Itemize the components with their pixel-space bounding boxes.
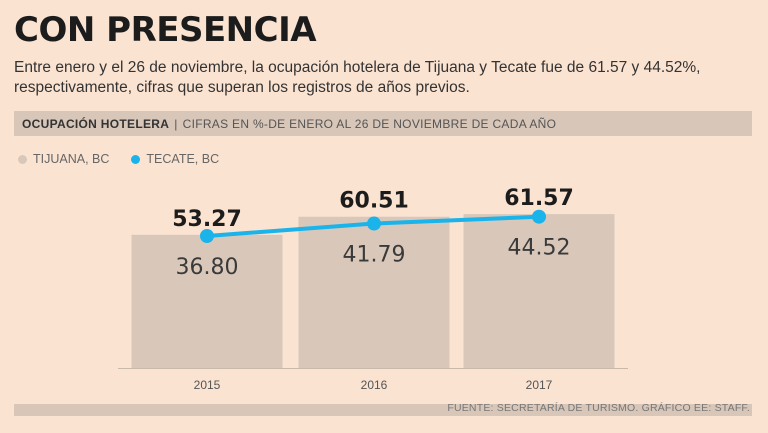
bar-value-label-2015: 53.27 (172, 207, 242, 232)
line-value-label-2017: 44.52 (508, 236, 571, 261)
legend-label-tecate: TECATE, BC (146, 152, 220, 166)
legend: TIJUANA, BC TECATE, BC (18, 152, 241, 166)
point-tecate-2017 (532, 209, 546, 224)
legend-item-tijuana: TIJUANA, BC (18, 152, 109, 166)
source-note: FUENTE: SECRETARÍA DE TURISMO. GRÁFICO E… (447, 402, 750, 414)
chart-subtitle: Entre enero y el 26 de noviembre, la ocu… (14, 59, 701, 96)
legend-label-tijuana: TIJUANA, BC (33, 152, 110, 166)
band-separator: | (174, 116, 178, 131)
bar-tijuana-2016 (298, 216, 450, 368)
chart-title: CON PRESENCIA (14, 10, 317, 50)
band-label: OCUPACIÓN HOTELERA (22, 116, 170, 131)
footer-band (14, 404, 752, 416)
line-value-label-2016: 41.79 (343, 243, 406, 268)
bar-tijuana-2017 (463, 214, 615, 368)
x-tick-label-2017: 2017 (526, 378, 553, 392)
point-tecate-2015 (200, 229, 214, 243)
legend-swatch-tecate (131, 154, 141, 164)
chart-header-band: OCUPACIÓN HOTELERA | CIFRAS EN %-DE ENER… (14, 111, 752, 136)
band-description: CIFRAS EN %-DE ENERO AL 26 DE NOVIEMBRE … (182, 116, 557, 131)
x-tick-label-2016: 2016 (361, 378, 388, 392)
bar-tijuana-2015 (131, 234, 283, 368)
legend-swatch-tijuana (18, 154, 27, 164)
legend-item-tecate: TECATE, BC (131, 152, 219, 166)
bar-value-label-2017: 61.57 (504, 186, 574, 211)
x-tick-label-2015: 2015 (194, 378, 221, 392)
point-tecate-2016 (367, 216, 381, 231)
bar-value-label-2016: 60.51 (339, 189, 409, 214)
line-value-label-2015: 36.80 (176, 255, 239, 280)
